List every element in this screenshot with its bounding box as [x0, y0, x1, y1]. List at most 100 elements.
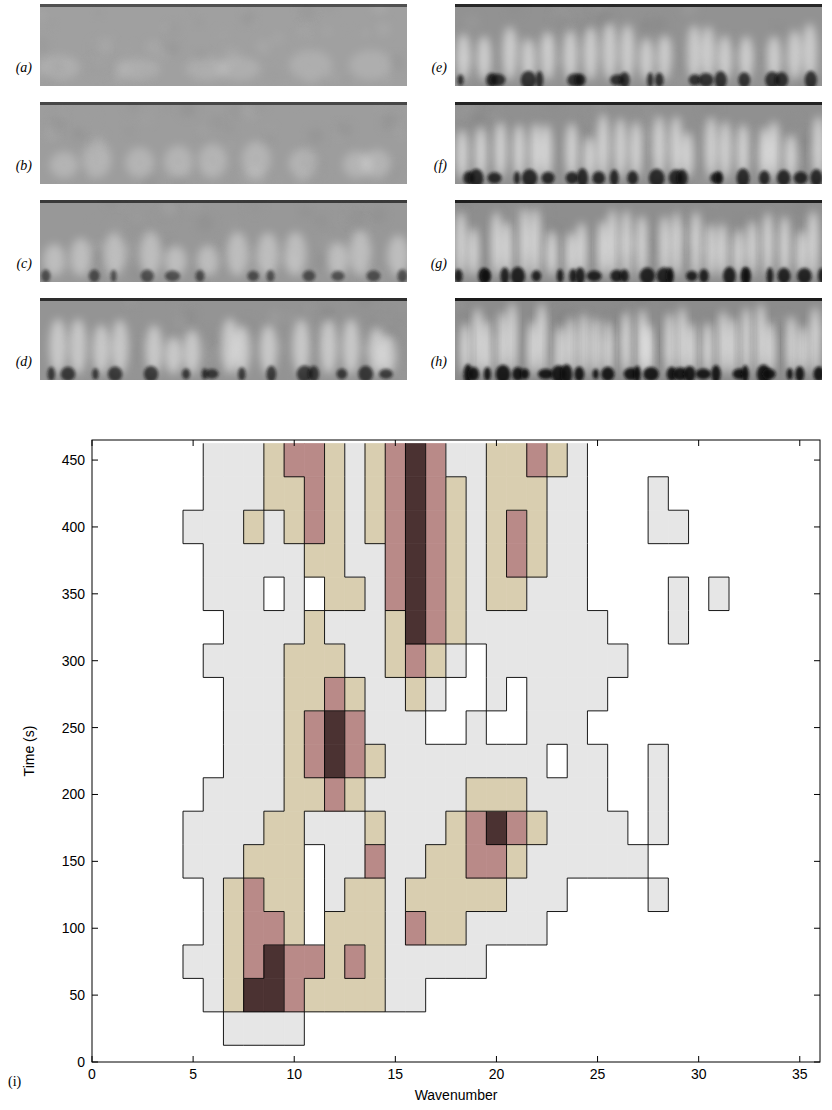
y-tick [92, 593, 98, 594]
contour-edge [526, 443, 527, 476]
heat-cell [426, 912, 446, 945]
heat-cell [203, 611, 223, 644]
heat-cell [405, 878, 425, 911]
contour-edge [648, 844, 668, 845]
heat-cell [426, 477, 446, 510]
heat-cell [689, 611, 709, 644]
contour-edge [223, 912, 224, 945]
photo-grain [370, 207, 386, 223]
photo-plume [788, 30, 802, 80]
heat-cell [567, 945, 587, 978]
heat-cell [304, 644, 324, 677]
photo-grain [478, 230, 488, 240]
heat-cell [244, 878, 264, 911]
photo-dark-spot [487, 172, 501, 184]
contour-edge [526, 577, 527, 610]
contour-edge [284, 643, 304, 644]
contour-edge [345, 610, 365, 611]
contour-edge [648, 778, 649, 811]
contour-edge [547, 744, 567, 745]
contour-edge [264, 811, 284, 812]
heat-cell [405, 510, 425, 543]
contour-edge [223, 1012, 224, 1045]
heat-cell [304, 443, 324, 476]
heat-cell [749, 945, 769, 978]
heat-cell [264, 878, 284, 911]
heat-cell [284, 945, 304, 978]
photo-grain [212, 116, 222, 126]
photo-plume [779, 216, 790, 276]
contour-edge [506, 878, 507, 911]
heat-cell [729, 611, 749, 644]
heat-cell [92, 878, 102, 911]
heat-cell [92, 443, 102, 476]
contour-edge [365, 777, 385, 778]
photo-dark-spot [205, 369, 218, 379]
heat-cell [223, 912, 243, 945]
contour-edge [628, 878, 648, 879]
contour-edge [486, 544, 487, 577]
photo-image [455, 4, 822, 86]
photo-panel: (d) [16, 291, 410, 384]
heat-cell [587, 878, 607, 911]
heat-cell [426, 878, 446, 911]
contour-edge [446, 978, 466, 979]
heat-cell [486, 711, 506, 744]
photo-dark-spot [358, 366, 373, 380]
heat-cell [345, 711, 365, 744]
heat-cell [405, 1012, 425, 1045]
contour-edge [405, 944, 425, 945]
photo-ground [40, 298, 407, 380]
contour-edge [385, 978, 386, 1011]
photo-dark-spot [698, 73, 713, 86]
contour-edge [425, 577, 426, 610]
photo-plume [644, 324, 654, 374]
heat-cell [689, 644, 709, 677]
photo-plume [293, 319, 310, 374]
heat-cell [365, 477, 385, 510]
photo-plume [537, 303, 547, 374]
contour-edge [244, 878, 264, 879]
heat-cell [365, 778, 385, 811]
photo-panel: (h) [431, 296, 828, 384]
y-tick-label: 100 [62, 920, 86, 936]
contour-edge [526, 845, 527, 878]
heat-cell [223, 845, 243, 878]
heat-cell [264, 677, 284, 710]
heat-cell [122, 477, 142, 510]
heat-cell [486, 878, 506, 911]
heat-cell [749, 845, 769, 878]
heat-cell [284, 744, 304, 777]
contour-edge [668, 510, 688, 511]
heat-cell [769, 477, 789, 510]
contour-edge [203, 544, 204, 577]
contour-edge [344, 644, 345, 677]
heat-cell [709, 1045, 729, 1062]
heat-cell [486, 477, 506, 510]
photo-dark-spot [610, 170, 619, 184]
photo-plume [507, 302, 517, 374]
contour-edge [486, 944, 506, 945]
heat-cell [648, 978, 668, 1011]
heat-cell [385, 1012, 405, 1045]
heat-cell [446, 912, 466, 945]
heat-cell [587, 577, 607, 610]
heat-cell [405, 443, 425, 476]
heat-cell [507, 1045, 527, 1062]
heat-cell [466, 878, 486, 911]
heat-cell [102, 845, 122, 878]
photo-plume [473, 308, 483, 374]
heat-cell [527, 744, 547, 777]
contour-edge [627, 644, 628, 677]
heat-cell [709, 1012, 729, 1045]
heat-cell [163, 544, 183, 577]
photo-ground [40, 102, 407, 184]
heat-cell [183, 644, 203, 677]
contour-edge [405, 710, 425, 711]
heat-cell [547, 778, 567, 811]
contour-edge [344, 544, 345, 577]
contour-edge [324, 510, 325, 543]
heat-cell [203, 945, 223, 978]
contour-edge [668, 611, 669, 644]
contour-edge [183, 944, 203, 945]
